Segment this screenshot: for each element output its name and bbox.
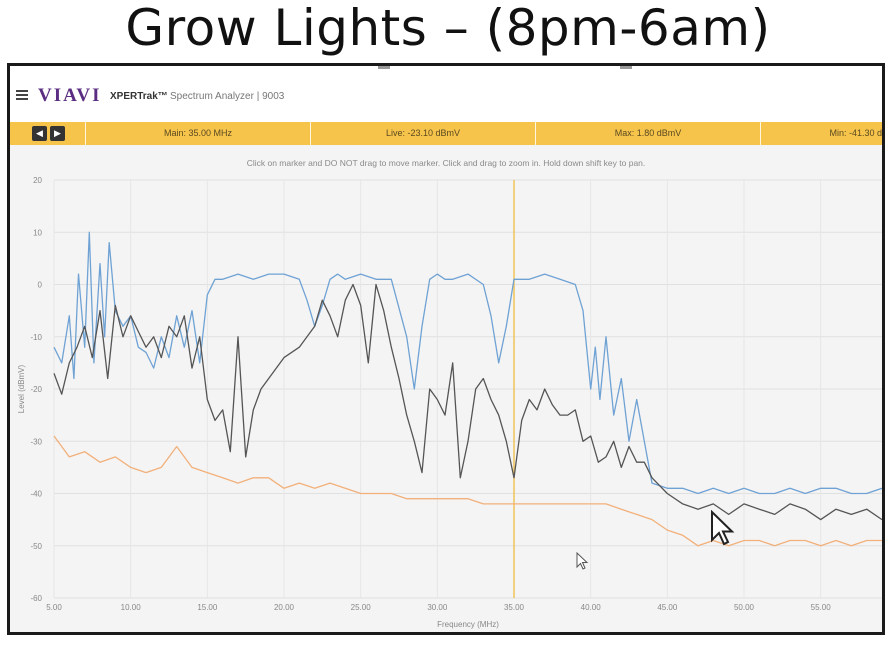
top-edge-mark <box>378 66 390 69</box>
live-trace <box>53 283 882 521</box>
y-axis-label: Level (dBmV) <box>17 364 26 413</box>
slide-title: Grow Lights – (8pm-6am) <box>125 0 771 57</box>
y-tick-label: -60 <box>30 594 42 603</box>
chevron-left-icon[interactable]: ◀ <box>32 126 47 141</box>
y-tick-label: -20 <box>30 385 42 394</box>
x-tick-label: 15.00 <box>197 603 218 612</box>
min-level-readout: Min: -41.30 d <box>760 122 882 145</box>
x-axis-label: Frequency (MHz) <box>437 620 499 629</box>
x-tick-label: 20.00 <box>274 603 295 612</box>
analyzer-screenshot: VIAVI XPERTrak™ Spectrum Analyzer | 9003… <box>7 63 885 635</box>
x-tick-label: 45.00 <box>657 603 678 612</box>
min-hold-trace <box>53 435 882 547</box>
y-tick-label: -50 <box>30 542 42 551</box>
x-tick-label: 25.00 <box>351 603 372 612</box>
max-hold-trace <box>53 231 882 495</box>
y-tick-label: -40 <box>30 490 42 499</box>
spectrum-chart[interactable]: 20 10 0 -10 -20 -30 -40 -50 -60 5.00 10.00 15.00 20.… <box>10 66 882 632</box>
main-frequency-readout: Main: 35.00 MHz <box>85 122 310 145</box>
y-tick-label: 0 <box>38 281 43 290</box>
status-bar: ◀ ▶ Main: 35.00 MHz Live: -23.10 dBmV Ma… <box>10 122 882 145</box>
y-tick-label: 20 <box>33 176 42 185</box>
pointer-cursor-icon <box>576 552 589 570</box>
x-tick-label: 40.00 <box>581 603 602 612</box>
x-tick-label: 55.00 <box>811 603 832 612</box>
product-name: XPERTrak™ <box>110 91 168 102</box>
hamburger-icon[interactable] <box>16 90 28 100</box>
instruction-text: Click on marker and DO NOT drag to move … <box>246 158 646 168</box>
y-tick-label: 10 <box>33 228 42 237</box>
top-edge-mark <box>620 66 632 69</box>
product-subtitle: Spectrum Analyzer | 9003 <box>170 91 285 102</box>
x-tick-label: 30.00 <box>427 603 448 612</box>
large-cursor-icon <box>711 510 735 546</box>
x-tick-label: 35.00 <box>504 603 525 612</box>
x-tick-label: 10.00 <box>121 603 142 612</box>
x-tick-label: 5.00 <box>46 603 62 612</box>
chevron-right-icon[interactable]: ▶ <box>50 126 65 141</box>
live-level-readout: Live: -23.10 dBmV <box>310 122 535 145</box>
y-tick-label: -10 <box>30 333 42 342</box>
brand-logo: VIAVI <box>38 85 102 106</box>
x-tick-label: 50.00 <box>734 603 755 612</box>
y-tick-label: -30 <box>30 437 42 446</box>
app-header: VIAVI XPERTrak™ Spectrum Analyzer | 9003 <box>10 66 882 122</box>
max-level-readout: Max: 1.80 dBmV <box>535 122 760 145</box>
